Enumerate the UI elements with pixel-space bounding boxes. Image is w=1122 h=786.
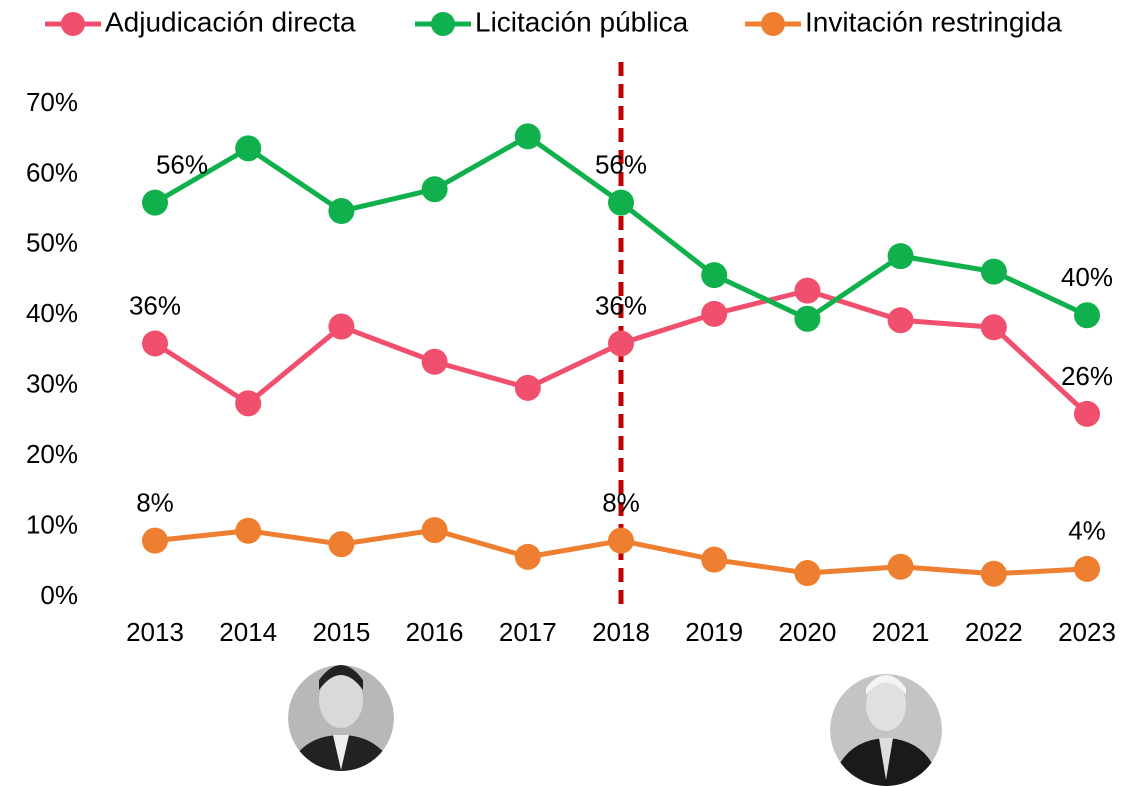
data-point <box>887 307 914 334</box>
data-point <box>328 198 355 225</box>
y-tick-label: 20% <box>26 439 78 469</box>
x-tick-label: 2021 <box>872 617 930 647</box>
data-label: 4% <box>1068 516 1106 546</box>
legend-label: Adjudicación directa <box>105 6 356 37</box>
data-point <box>328 313 355 340</box>
y-tick-label: 30% <box>26 369 78 399</box>
data-label: 36% <box>129 290 181 320</box>
x-tick-label: 2023 <box>1058 617 1116 647</box>
legend-marker <box>61 12 85 36</box>
x-tick-label: 2015 <box>312 617 370 647</box>
x-tick-label: 2017 <box>499 617 557 647</box>
x-tick-label: 2022 <box>965 617 1023 647</box>
data-point <box>421 517 448 544</box>
y-tick-label: 50% <box>26 228 78 258</box>
legend-marker <box>431 12 455 36</box>
data-point <box>235 390 262 417</box>
data-point <box>608 330 634 357</box>
y-tick-label: 40% <box>26 298 78 328</box>
data-point <box>608 189 634 216</box>
data-point <box>980 560 1007 587</box>
data-point <box>421 348 448 375</box>
data-label: 56% <box>595 149 647 179</box>
data-point <box>142 189 168 216</box>
data-point <box>328 531 355 558</box>
data-point <box>1074 302 1100 329</box>
data-point <box>794 305 821 332</box>
y-tick-label: 60% <box>26 157 78 187</box>
data-point <box>794 560 821 587</box>
data-point <box>421 176 448 203</box>
data-point <box>701 262 728 289</box>
legend-label: Invitación restringida <box>805 6 1062 37</box>
y-tick-label: 70% <box>26 87 78 117</box>
data-point <box>235 517 262 544</box>
data-point <box>142 527 168 554</box>
legend-label: Licitación pública <box>475 6 689 37</box>
x-tick-label: 2013 <box>126 617 184 647</box>
data-point <box>1074 555 1100 582</box>
data-point <box>514 123 541 150</box>
data-point <box>514 374 541 401</box>
data-point <box>701 300 728 327</box>
data-point <box>701 546 728 573</box>
data-point <box>794 277 821 304</box>
legend-marker <box>761 12 785 36</box>
data-point <box>980 314 1007 341</box>
data-point <box>887 243 914 270</box>
x-tick-label: 2014 <box>219 617 277 647</box>
x-tick-label: 2018 <box>592 617 650 647</box>
data-label: 8% <box>136 488 174 518</box>
data-label: 40% <box>1061 262 1113 292</box>
portrait-left <box>288 665 394 771</box>
data-label: 56% <box>156 149 208 179</box>
y-tick-label: 0% <box>40 580 78 610</box>
data-point <box>887 553 914 580</box>
data-point <box>235 135 262 162</box>
data-point <box>980 258 1007 285</box>
x-tick-label: 2016 <box>406 617 464 647</box>
data-point <box>142 330 168 357</box>
x-tick-label: 2019 <box>685 617 743 647</box>
data-point <box>1074 400 1100 427</box>
data-label: 36% <box>595 290 647 320</box>
data-point <box>514 543 541 570</box>
x-tick-label: 2020 <box>778 617 836 647</box>
data-label: 8% <box>602 488 640 518</box>
data-point <box>608 527 634 554</box>
data-label: 26% <box>1061 361 1113 391</box>
y-tick-label: 10% <box>26 509 78 539</box>
portrait-right <box>830 674 942 786</box>
